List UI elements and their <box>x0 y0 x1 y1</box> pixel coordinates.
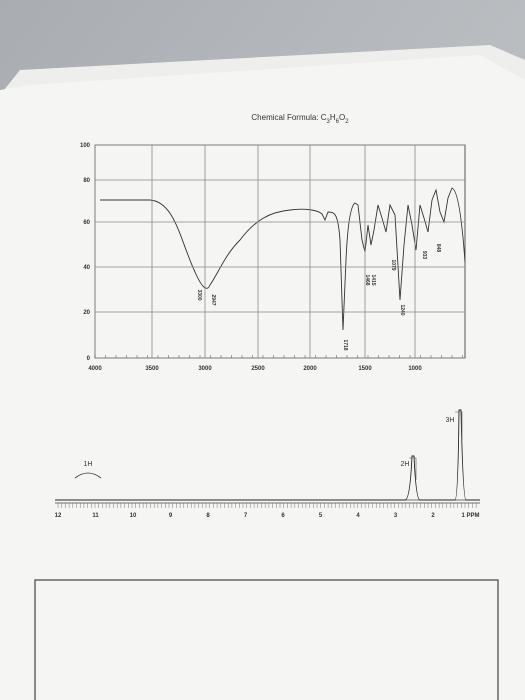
nmr-integral: 2H <box>401 461 410 468</box>
ir-spectrum: 100 80 60 40 20 0 4000 3500 3000 2500 2000 1500 1000… <box>80 143 466 372</box>
ir-y-tick: 80 <box>83 178 90 184</box>
nmr-axis-label: 6 <box>281 513 285 519</box>
ir-y-tick: 40 <box>83 265 90 271</box>
formula-element: H <box>330 113 336 122</box>
ir-y-tick: 60 <box>83 220 90 226</box>
nmr-axis-label: 1 PPM <box>461 513 479 519</box>
integral-2h <box>409 457 417 480</box>
ir-trace <box>100 187 466 331</box>
ir-x-tick: 3000 <box>198 366 212 372</box>
nmr-axis-label: 11 <box>92 513 99 519</box>
formula-label: Chemical Formula: <box>251 113 320 122</box>
nmr-axis-label: 12 <box>55 513 62 519</box>
formula-subscript: 2 <box>345 119 349 125</box>
nmr-integral: 1H <box>84 461 93 468</box>
nmr-axis-label: 5 <box>319 513 323 519</box>
ir-x-tick: 4000 <box>88 366 102 372</box>
nmr-spectrum: 1H 2H 3H 12 11 10 9 8 7 6 5 4 3 2 1 PPM <box>55 409 480 519</box>
nmr-axis-label: 10 <box>130 513 137 519</box>
ir-peak-label: 1079 <box>390 259 396 270</box>
nmr-axis-label: 8 <box>206 513 210 519</box>
ir-y-tick: 0 <box>87 356 91 362</box>
ir-peak-label: 933 <box>421 251 427 260</box>
ir-x-tick: 1000 <box>408 366 422 372</box>
ir-x-tick: 1500 <box>358 366 372 372</box>
ir-y-tick: 20 <box>83 310 90 316</box>
formula: Chemical Formula: C3H6O2 <box>251 113 349 125</box>
broad-peak <box>74 472 102 479</box>
formula-subscript: 6 <box>336 119 340 125</box>
ir-peak-label: 2947 <box>210 294 216 305</box>
nmr-axis-label: 4 <box>356 513 360 519</box>
nmr-axis-label: 7 <box>244 513 248 519</box>
ir-peak-label: 848 <box>435 244 441 253</box>
integral-3h <box>455 411 463 440</box>
ir-peak-label: 1415 <box>370 274 376 285</box>
ir-x-tick: 2500 <box>251 366 265 372</box>
answer-box <box>34 579 499 700</box>
ir-x-tick: 2000 <box>303 366 317 372</box>
formula-element: C <box>321 113 327 122</box>
nmr-axis-label: 3 <box>394 513 398 519</box>
formula-element: O <box>339 113 345 122</box>
ir-peak-label: 3300 <box>196 289 202 300</box>
paper <box>0 55 525 700</box>
nmr-integral: 3H <box>446 417 455 424</box>
nmr-axis-label: 9 <box>169 513 173 519</box>
ir-peak-label: 1240 <box>399 304 405 315</box>
ir-peak-label: 1468 <box>364 274 370 285</box>
ir-x-tick: 3500 <box>145 366 159 372</box>
ir-peak-label: 1718 <box>342 339 348 350</box>
formula-subscript: 3 <box>327 119 331 125</box>
ir-y-tick: 100 <box>80 143 91 149</box>
nmr-trace <box>55 409 480 501</box>
nmr-axis-label: 2 <box>431 513 435 519</box>
